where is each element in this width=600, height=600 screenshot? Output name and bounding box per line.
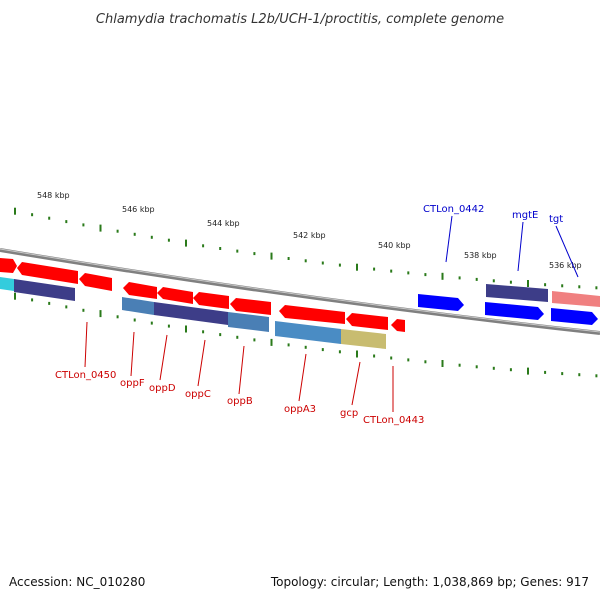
gene-label-ctlon-0450[interactable]: CTLon_0450	[55, 370, 116, 381]
gene-label-oppc[interactable]: oppC	[185, 389, 211, 400]
feature-bar	[228, 312, 269, 332]
forward-strand-genes	[0, 258, 600, 332]
gene-arrow[interactable]	[346, 313, 388, 330]
scale-label-546kbp: 546 kbp	[122, 205, 155, 214]
reverse-strand-genes	[418, 294, 598, 325]
gene-arrow[interactable]	[485, 302, 544, 320]
gene-arrow[interactable]	[193, 292, 229, 309]
genome-backbone	[0, 248, 600, 335]
bottom-gene-labels: CTLon_0450 oppF oppD oppC oppB oppA3 gcp…	[55, 321, 424, 426]
gene-arrow[interactable]	[157, 287, 193, 304]
gene-label-oppd[interactable]: oppD	[149, 383, 176, 394]
feature-bar	[486, 284, 548, 302]
gene-label-oppb[interactable]: oppB	[227, 396, 253, 407]
gene-arrow[interactable]	[79, 273, 112, 291]
gene-label-gcp[interactable]: gcp	[340, 408, 358, 419]
top-gene-labels: CTLon_0442 mgtE tgt	[423, 204, 579, 278]
gene-label-ctlon-0442[interactable]: CTLon_0442	[423, 204, 484, 215]
feature-bar	[122, 297, 154, 315]
gene-label-ctlon-0443[interactable]: CTLon_0443	[363, 415, 424, 426]
scale-label-542kbp: 542 kbp	[293, 231, 326, 240]
outer-tick-ring	[14, 207, 598, 290]
gene-arrow[interactable]	[551, 308, 598, 325]
gene-arrow[interactable]	[17, 262, 78, 284]
gene-arrow[interactable]	[552, 291, 600, 307]
scale-label-536kbp: 536 kbp	[549, 261, 582, 270]
gene-label-oppa3[interactable]: oppA3	[284, 404, 316, 415]
scale-label-538kbp: 538 kbp	[464, 251, 497, 260]
accession-label: Accession: NC_010280	[9, 575, 145, 589]
gene-arrow[interactable]	[391, 319, 405, 332]
scale-label-544kbp: 544 kbp	[207, 219, 240, 228]
feature-bars	[0, 277, 548, 349]
gene-arrow[interactable]	[0, 258, 17, 273]
feature-bar	[14, 279, 75, 301]
feature-bar	[275, 321, 341, 344]
map-title: Chlamydia trachomatis L2b/UCH-1/proctiti…	[96, 12, 504, 27]
gene-label-oppf[interactable]: oppF	[120, 378, 145, 389]
gene-arrow[interactable]	[230, 298, 271, 315]
inner-tick-ring	[14, 292, 598, 378]
gene-arrow[interactable]	[418, 294, 464, 311]
gene-label-tgt[interactable]: tgt	[549, 214, 563, 225]
feature-bar	[341, 329, 386, 349]
gene-label-mgte[interactable]: mgtE	[512, 210, 538, 221]
feature-bar	[0, 277, 14, 291]
genome-summary-label: Topology: circular; Length: 1,038,869 bp…	[270, 575, 589, 589]
scale-label-540kbp: 540 kbp	[378, 241, 411, 250]
gene-arrow[interactable]	[123, 282, 157, 299]
feature-bar	[154, 302, 228, 325]
genome-backbone-highlight	[0, 248, 600, 333]
gene-arrow[interactable]	[279, 305, 345, 324]
scale-labels: 548 kbp 546 kbp 544 kbp 542 kbp 540 kbp …	[37, 191, 582, 270]
scale-label-548kbp: 548 kbp	[37, 191, 70, 200]
